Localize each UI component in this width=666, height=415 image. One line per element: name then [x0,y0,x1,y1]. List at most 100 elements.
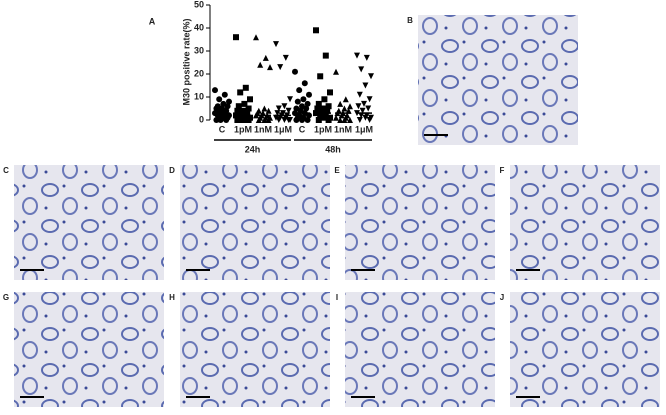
point [275,105,282,112]
y-tick-label: 30 [194,45,204,55]
point [321,114,328,121]
panel-label: D [169,166,175,175]
x-tick-label: 1pM [314,124,332,134]
point [247,96,253,103]
x-tick-label: 1nM [334,124,352,134]
panel-label: G [3,293,9,302]
micrograph [180,165,330,280]
point [315,100,322,107]
point [277,64,284,71]
point [265,107,272,114]
point [327,89,333,96]
y-tick-label: 10 [194,91,204,101]
point [317,112,324,119]
panel-label: C [3,166,9,175]
point [237,89,244,96]
point [322,52,329,59]
point [338,112,345,119]
point [265,117,272,123]
point [241,100,248,107]
panel-label: J [500,293,504,302]
point [325,117,332,123]
point [281,103,288,110]
point [234,117,241,123]
point [212,87,218,94]
point [359,107,366,114]
x-tick-label: C [299,124,306,134]
point [216,96,223,103]
point [234,107,241,114]
point [273,41,279,48]
x-tick-label: C [219,124,226,134]
point [226,98,232,105]
point [221,91,228,98]
y-tick-label: 40 [194,22,204,32]
point [325,103,332,110]
point [267,64,273,71]
point [242,84,249,91]
micrograph [418,15,578,145]
panel-label: H [169,293,175,302]
point [294,98,301,105]
panel-label: I [336,293,338,302]
point [233,34,239,41]
point [317,73,324,80]
y-tick-label: 0 [199,114,204,124]
point [292,68,298,75]
point [224,103,231,110]
point [235,103,242,110]
panel-label: E [334,166,340,175]
point [281,117,288,123]
point [301,80,308,87]
panel-label: F [500,166,505,175]
point [253,34,259,41]
point [314,105,321,112]
point [362,82,369,89]
point [300,96,307,103]
point [313,27,319,34]
point [358,66,365,73]
point [341,105,348,112]
point [287,96,293,103]
point [333,68,339,75]
point [361,100,367,107]
point [306,112,312,119]
point [299,117,305,123]
x-tick-label: 1μM [274,124,292,134]
micrograph [510,165,660,280]
micrograph [510,292,660,407]
point [245,117,252,123]
group-label: 24h [245,144,261,154]
point [261,105,268,112]
point [223,117,230,123]
point [347,103,353,110]
group-label: 48h [325,144,341,154]
point [366,117,373,123]
x-tick-label: 1μM [355,124,373,134]
point [321,96,328,103]
point [347,117,353,123]
point [304,117,311,123]
point [366,96,373,103]
point [257,61,264,68]
point [337,100,344,107]
point [342,96,349,103]
point [306,91,312,98]
point [365,105,372,112]
point [337,117,344,123]
point [320,105,326,112]
micrograph [345,292,495,407]
point [363,54,370,61]
point [358,112,365,119]
point [245,105,252,112]
point [304,100,311,107]
point [368,73,374,80]
y-tick-label: 50 [194,0,204,9]
point [282,54,289,61]
micrograph [180,292,330,407]
point [213,117,220,123]
point [274,110,281,117]
point [362,114,369,121]
point [275,117,282,123]
